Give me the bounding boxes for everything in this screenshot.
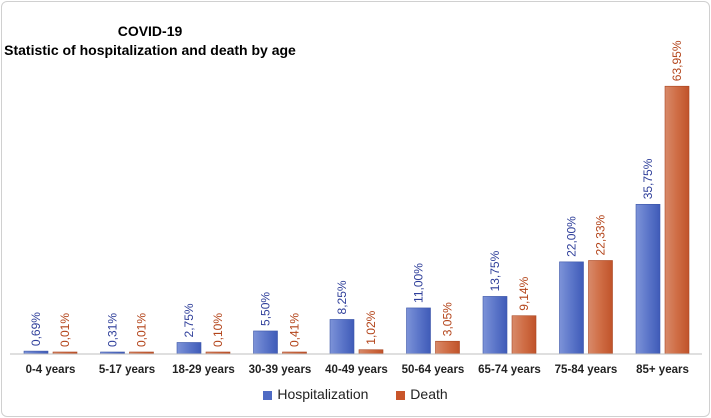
data-label-death-1: 0,01% [135, 313, 149, 347]
data-label-death-0: 0,01% [58, 313, 72, 347]
bar-hospitalization-8 [635, 203, 661, 355]
data-label-death-6: 9,14% [517, 276, 531, 310]
data-label-hospitalization-6: 13,75% [488, 250, 502, 291]
data-label-hospitalization-5: 11,00% [412, 263, 426, 303]
legend-label-death: Death [410, 386, 448, 403]
x-tick-label-7: 75-84 years [555, 364, 618, 376]
data-label-hospitalization-3: 5,50% [259, 292, 273, 326]
chart-subtitle: Statistic of hospitalization and death b… [4, 42, 296, 58]
x-tick-label-2: 18-29 years [172, 364, 235, 376]
chart-title-block: COVID-19 Statistic of hospitalization an… [0, 22, 300, 60]
legend-item-death: Death [396, 386, 448, 403]
data-label-death-4: 1,02% [364, 310, 378, 344]
data-label-hospitalization-8: 35,75% [641, 158, 655, 199]
data-label-death-5: 3,05% [441, 302, 455, 336]
data-label-hospitalization-0: 0,69% [29, 312, 43, 346]
legend-item-hospitalization: Hospitalization [263, 386, 368, 402]
data-label-death-7: 22,33% [594, 214, 608, 255]
legend-swatch-death [396, 391, 406, 401]
legend-swatch-hospitalization [263, 391, 273, 401]
x-tick-label-8: 85+ years [636, 364, 689, 376]
legend: Hospitalization Death [0, 385, 711, 402]
x-tick-label-1: 5-17 years [99, 364, 155, 376]
data-label-death-3: 0,41% [288, 313, 302, 347]
data-label-hospitalization-7: 22,00% [565, 216, 579, 257]
bar-hospitalization-3 [253, 330, 278, 355]
data-label-hospitalization-2: 2,75% [182, 303, 196, 337]
data-label-death-2: 0,10% [211, 313, 225, 347]
chart-title: COVID-19 [117, 23, 183, 39]
x-tick-label-6: 65-74 years [478, 364, 541, 376]
data-label-death-8: 63,95% [670, 40, 684, 81]
data-label-hospitalization-1: 0,31% [106, 313, 120, 347]
bar-death-4 [358, 349, 384, 355]
bar-death-8 [664, 85, 690, 355]
bar-death-5 [435, 340, 460, 355]
bar-hospitalization-6 [482, 296, 508, 355]
bar-hospitalization-5 [406, 307, 431, 355]
legend-label-hospitalization: Hospitalization [277, 386, 369, 403]
bar-death-7 [588, 260, 613, 355]
bar-hospitalization-4 [329, 319, 355, 355]
x-tick-label-0: 0-4 years [26, 364, 76, 376]
data-label-hospitalization-4: 8,25% [335, 280, 349, 314]
x-tick-label-5: 50-64 years [402, 364, 465, 376]
bar-hospitalization-2 [176, 342, 202, 355]
x-tick-label-3: 30-39 years [249, 364, 312, 376]
bar-death-6 [511, 315, 537, 355]
x-tick-label-4: 40-49 years [325, 364, 388, 376]
bar-hospitalization-7 [559, 261, 584, 355]
